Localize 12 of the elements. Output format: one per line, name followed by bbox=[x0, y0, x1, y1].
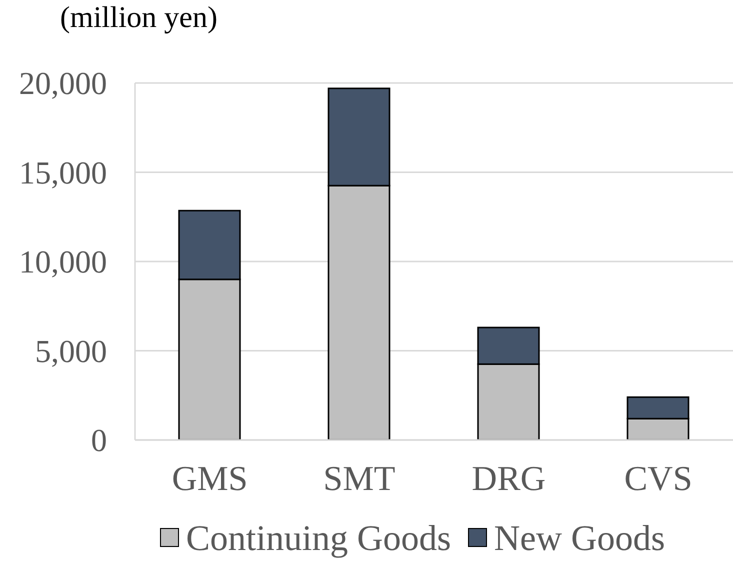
x-tick-label: DRG bbox=[472, 458, 546, 498]
legend-label: Continuing Goods bbox=[186, 518, 452, 558]
x-tick-label: CVS bbox=[624, 458, 692, 498]
y-tick-label: 5,000 bbox=[35, 332, 107, 369]
y-tick-label: 20,000 bbox=[19, 65, 107, 101]
y-tick-label: 0 bbox=[91, 422, 107, 458]
x-tick-label: GMS bbox=[172, 458, 248, 498]
y-tick-label: 15,000 bbox=[19, 154, 107, 190]
x-tick-label: SMT bbox=[323, 458, 396, 498]
legend-label: New Goods bbox=[494, 518, 666, 558]
y-axis-title: (million yen) bbox=[60, 1, 218, 34]
y-tick-label: 10,000 bbox=[19, 244, 107, 280]
